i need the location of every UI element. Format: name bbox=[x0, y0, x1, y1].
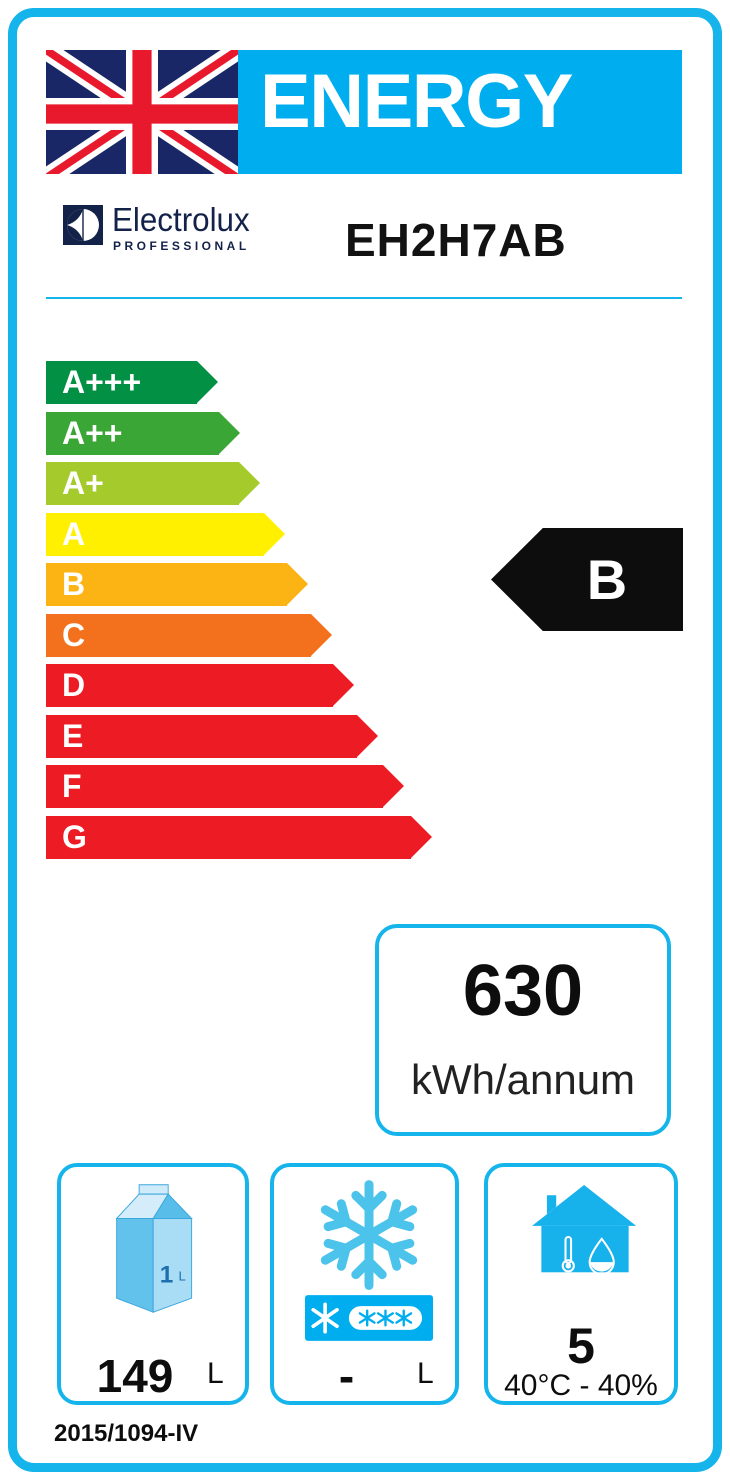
svg-text:L: L bbox=[179, 1268, 186, 1283]
svg-text:1: 1 bbox=[160, 1261, 174, 1288]
